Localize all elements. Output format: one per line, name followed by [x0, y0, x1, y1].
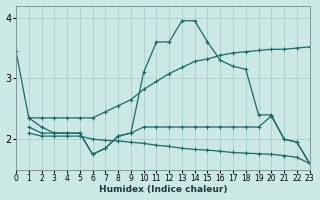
- X-axis label: Humidex (Indice chaleur): Humidex (Indice chaleur): [99, 185, 227, 194]
